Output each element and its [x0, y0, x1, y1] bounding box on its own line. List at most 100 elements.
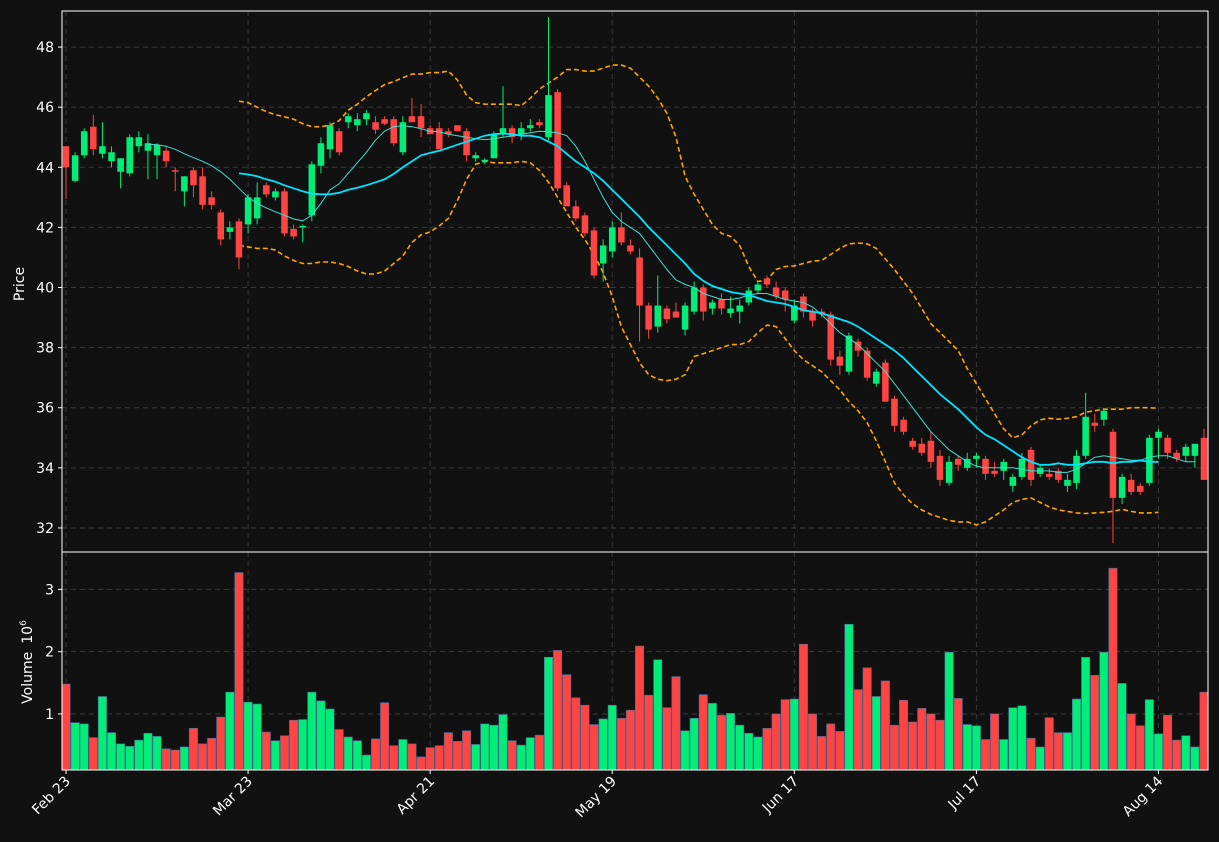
candle-body — [663, 308, 671, 320]
volume-bar — [625, 709, 635, 771]
candle-body — [190, 170, 197, 186]
volume-bar — [307, 691, 317, 771]
candle-body — [672, 311, 680, 318]
volume-bar — [389, 745, 399, 771]
candle-body — [1155, 431, 1162, 438]
price-tick-label: 40 — [36, 281, 54, 297]
candle-body — [909, 440, 916, 447]
volume-bar — [452, 741, 462, 771]
volume-bar — [1099, 651, 1109, 771]
volume-bar — [516, 744, 526, 771]
volume-bar — [616, 718, 626, 771]
candle-body — [572, 206, 580, 219]
candle-body — [181, 176, 188, 192]
candle-body — [654, 305, 662, 327]
volume-bar — [179, 746, 189, 771]
volume-bar — [480, 723, 490, 771]
volume-bar — [789, 698, 799, 771]
volume-bar — [1135, 725, 1145, 771]
volume-bar — [744, 732, 754, 771]
candle-body — [681, 305, 689, 330]
volume-bar — [462, 730, 472, 771]
candle-body — [709, 302, 716, 309]
volume-tick-label: 1 — [45, 707, 54, 723]
volume-bar — [753, 736, 763, 771]
volume-bar — [544, 656, 553, 771]
candle-body — [1100, 410, 1108, 420]
candle-body — [599, 245, 607, 264]
volume-bar — [990, 713, 1000, 771]
candle-body — [581, 215, 589, 234]
volume-bar — [352, 740, 362, 771]
candle-body — [1127, 479, 1135, 492]
candle-body — [117, 158, 124, 172]
volume-bar — [298, 719, 308, 771]
volume-bar — [889, 724, 899, 771]
candle-body — [335, 131, 343, 153]
volume-bar — [999, 739, 1009, 771]
volume-bar — [234, 572, 244, 771]
volume-bar — [425, 747, 435, 771]
volume-bar — [735, 724, 745, 771]
candle-body — [918, 443, 926, 453]
volume-bar — [971, 725, 981, 771]
volume-bar — [1081, 656, 1091, 771]
candle-body — [745, 290, 753, 303]
sma-fast-line — [147, 125, 1195, 473]
bollinger-upper-line — [238, 64, 1159, 439]
volume-bar — [134, 739, 144, 771]
price-tick-label: 36 — [36, 401, 54, 417]
volume-bar — [61, 683, 71, 771]
volume-bar — [635, 645, 645, 771]
volume-bar — [726, 713, 736, 771]
candle-body — [954, 458, 962, 465]
volume-bar — [707, 703, 717, 771]
volume-bar — [1199, 691, 1209, 771]
volume-bar — [562, 674, 572, 771]
volume-bar — [1108, 567, 1118, 771]
candle-body — [99, 146, 106, 154]
candle-body — [135, 137, 143, 147]
volume-bar — [207, 737, 217, 771]
candle-body — [263, 185, 270, 195]
candle-body — [235, 221, 243, 258]
volume-bar — [398, 739, 408, 771]
candle-body — [272, 191, 279, 198]
volume-tick-label: 3 — [45, 582, 54, 598]
candle-body — [1064, 479, 1071, 486]
candle-body — [499, 128, 507, 135]
candle-body — [636, 257, 643, 306]
volume-bar — [1181, 735, 1191, 771]
candle-body — [354, 119, 361, 126]
candle-body — [836, 356, 844, 366]
volume-bar — [1026, 737, 1036, 771]
volume-bar — [671, 676, 681, 771]
candle-body — [1027, 449, 1035, 480]
volume-bar — [571, 697, 581, 771]
volume-bar — [908, 721, 918, 771]
volume-bar — [434, 745, 444, 771]
candle-body — [199, 176, 206, 205]
price-grid — [62, 11, 1208, 552]
volume-bar — [871, 696, 881, 771]
volume-bar — [817, 736, 827, 771]
candle-body — [991, 470, 998, 474]
volume-bar — [534, 734, 544, 771]
volume-bar — [1008, 707, 1018, 771]
volume-bar — [443, 732, 453, 771]
volume-bar — [161, 748, 171, 771]
volume-bar — [125, 746, 135, 771]
volume-bar — [880, 680, 890, 771]
candle-body — [1018, 458, 1026, 477]
candle-body — [399, 122, 407, 153]
volume-bar — [88, 737, 98, 771]
candle-body — [754, 284, 762, 291]
candle-body — [1045, 473, 1053, 477]
candle-body — [144, 143, 152, 151]
volume-bar — [553, 650, 563, 771]
volume-bar — [962, 724, 972, 771]
volume-bar — [935, 719, 945, 771]
candle-body — [945, 461, 953, 483]
volume-bar — [1062, 732, 1072, 771]
